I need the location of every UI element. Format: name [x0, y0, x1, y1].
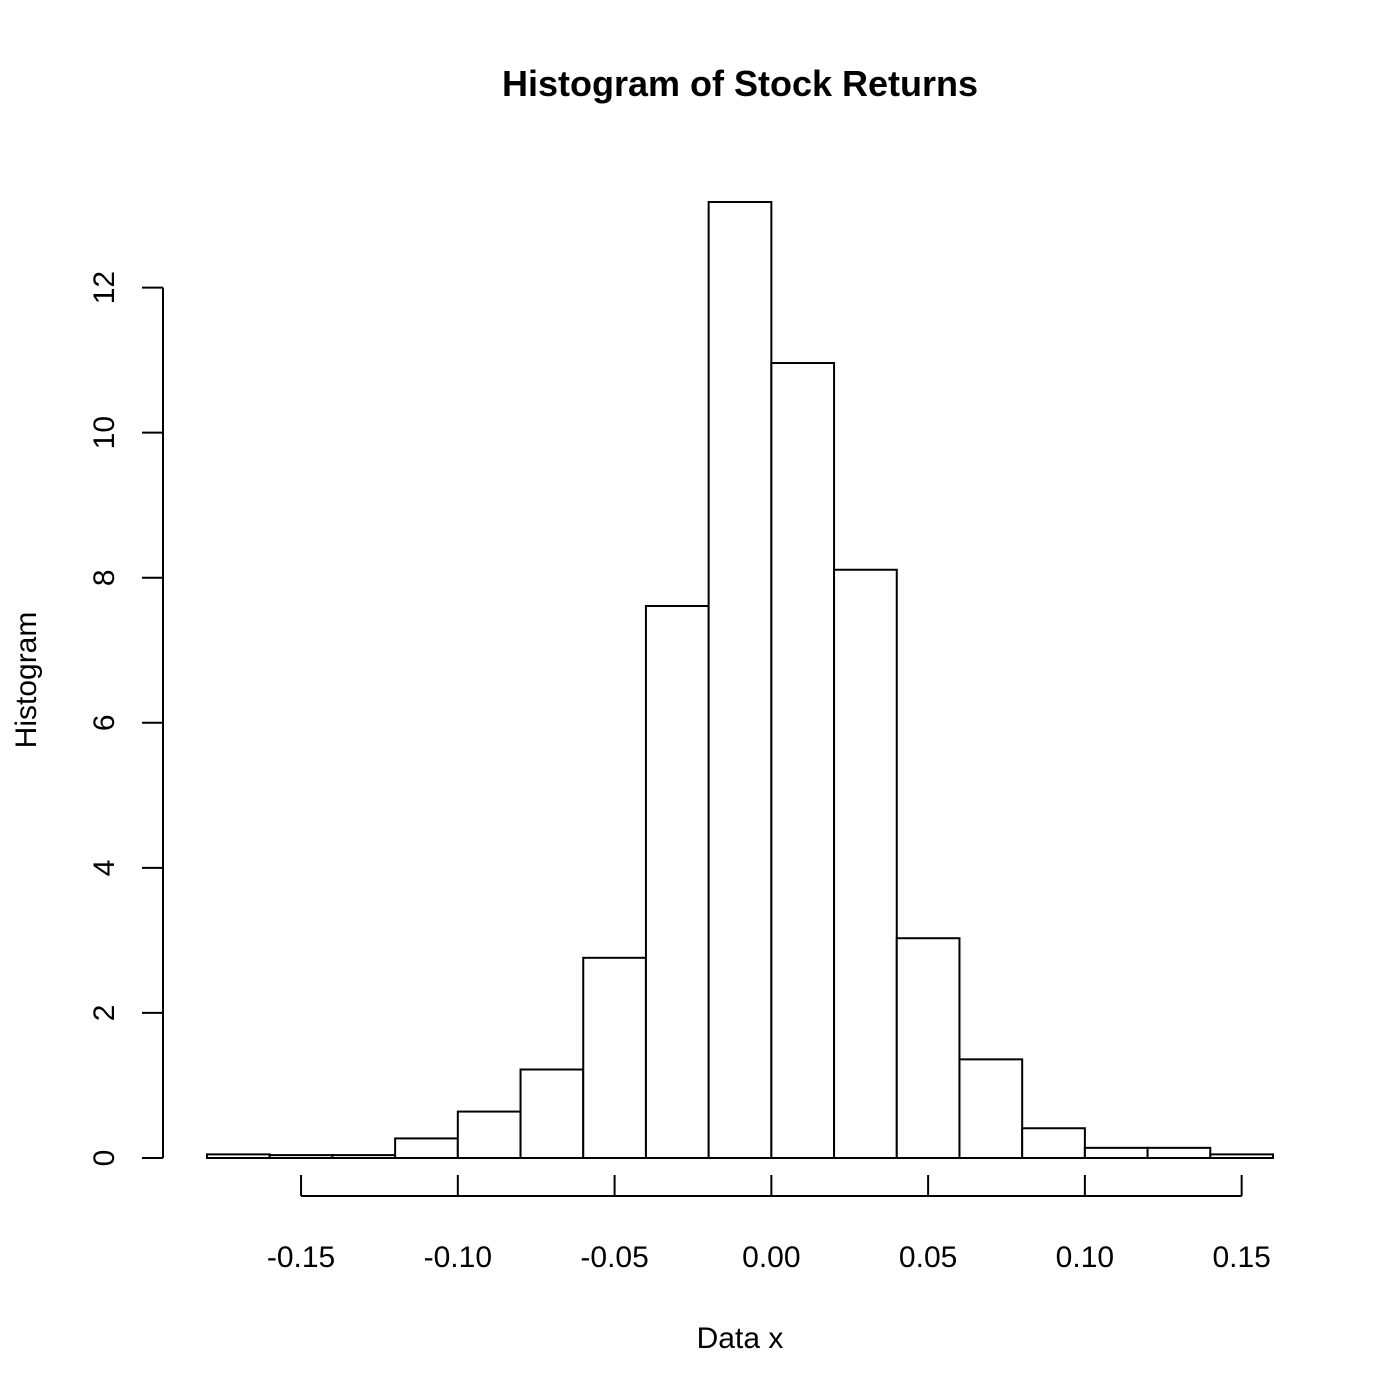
- x-axis-label: Data x: [697, 1322, 784, 1355]
- histogram-bar: [331, 1154, 397, 1159]
- y-tick-label: 10: [88, 416, 121, 449]
- y-tick-label: 4: [88, 860, 121, 877]
- histogram-bar: [519, 1068, 585, 1159]
- histogram-bar: [268, 1154, 334, 1159]
- y-tick-label: 2: [88, 1005, 121, 1022]
- y-tick-label: 6: [88, 714, 121, 731]
- x-tick-label: 0.00: [742, 1241, 800, 1274]
- histogram-bar: [1209, 1153, 1274, 1159]
- chart-title: Histogram of Stock Returns: [502, 63, 978, 104]
- x-tick-label: 0.05: [899, 1241, 957, 1274]
- y-tick-label: 8: [88, 569, 121, 586]
- histogram-bar: [895, 937, 961, 1160]
- histogram-bar: [644, 605, 710, 1159]
- y-tick-label: 12: [88, 271, 121, 304]
- x-tick-label: -0.05: [580, 1241, 648, 1274]
- histogram-bar: [958, 1058, 1024, 1159]
- x-tick-label: 0.15: [1212, 1241, 1270, 1274]
- histogram-bar: [1021, 1127, 1086, 1159]
- y-axis: 0 2 4 6 8 10 12: [88, 271, 164, 1167]
- histogram-bar: [206, 1153, 271, 1159]
- x-tick-label: 0.10: [1056, 1241, 1114, 1274]
- histogram-bar: [456, 1110, 522, 1159]
- histogram-bar: [707, 201, 773, 1159]
- histogram-bar: [582, 956, 647, 1160]
- histogram-bar: [1146, 1146, 1212, 1159]
- histogram-bar: [1083, 1146, 1149, 1159]
- bars-group: [206, 201, 1274, 1160]
- y-axis-label: Histogram: [10, 612, 43, 749]
- histogram-bar: [770, 362, 836, 1159]
- y-tick-label: 0: [88, 1150, 121, 1167]
- histogram-bar: [833, 568, 898, 1159]
- x-axis: -0.15 -0.10 -0.05 0.00 0.05 0.10 0.15: [267, 1175, 1271, 1274]
- x-tick-label: -0.10: [424, 1241, 492, 1274]
- histogram-bar: [394, 1137, 459, 1159]
- x-tick-label: -0.15: [267, 1241, 335, 1274]
